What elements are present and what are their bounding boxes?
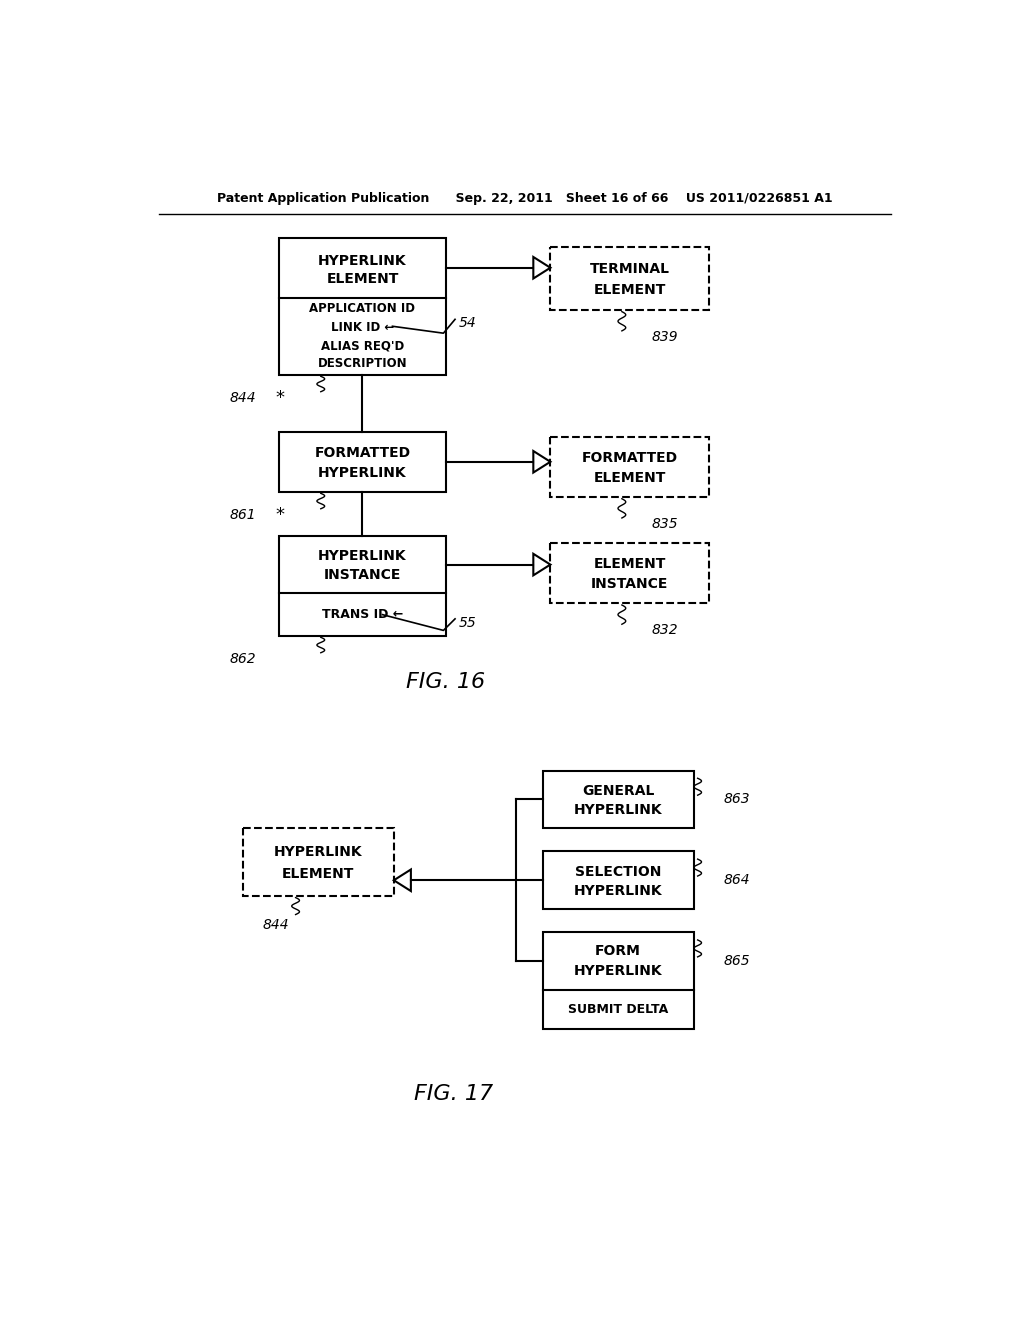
Text: ELEMENT: ELEMENT — [594, 557, 666, 572]
Text: SELECTION: SELECTION — [575, 865, 662, 879]
Text: TRANS ID ←: TRANS ID ← — [322, 609, 403, 622]
Text: INSTANCE: INSTANCE — [324, 568, 401, 582]
Text: HYPERLINK: HYPERLINK — [573, 964, 663, 978]
Text: FIG. 17: FIG. 17 — [414, 1084, 494, 1104]
Bar — [550, 247, 710, 310]
Text: 835: 835 — [651, 517, 678, 531]
Text: 844: 844 — [262, 919, 289, 932]
Text: HYPERLINK: HYPERLINK — [274, 845, 362, 859]
Text: ELEMENT: ELEMENT — [594, 471, 666, 484]
Text: 54: 54 — [459, 317, 477, 330]
Text: HYPERLINK: HYPERLINK — [318, 466, 407, 479]
Text: *: * — [275, 389, 285, 407]
Text: 839: 839 — [651, 330, 678, 345]
Text: APPLICATION ID: APPLICATION ID — [309, 302, 416, 315]
Text: 832: 832 — [651, 623, 678, 638]
Bar — [280, 536, 445, 636]
Bar — [543, 932, 693, 1028]
Text: FORM: FORM — [595, 944, 641, 958]
Text: 863: 863 — [723, 792, 750, 807]
Text: TERMINAL: TERMINAL — [590, 263, 670, 276]
Bar — [543, 851, 693, 909]
Text: LINK ID ←: LINK ID ← — [331, 321, 394, 334]
Text: HYPERLINK: HYPERLINK — [318, 549, 407, 562]
Text: ELEMENT: ELEMENT — [327, 272, 398, 285]
Text: INSTANCE: INSTANCE — [591, 577, 669, 591]
Text: DESCRIPTION: DESCRIPTION — [317, 358, 408, 371]
Bar — [280, 238, 445, 375]
Bar — [243, 829, 394, 896]
Bar — [550, 544, 710, 603]
Text: Patent Application Publication      Sep. 22, 2011   Sheet 16 of 66    US 2011/02: Patent Application Publication Sep. 22, … — [217, 191, 833, 205]
Text: 55: 55 — [459, 615, 477, 630]
Bar — [280, 432, 445, 492]
Text: 865: 865 — [723, 954, 750, 968]
Text: HYPERLINK: HYPERLINK — [573, 883, 663, 898]
Text: 864: 864 — [723, 874, 750, 887]
Text: 844: 844 — [229, 391, 256, 405]
Text: ELEMENT: ELEMENT — [282, 867, 354, 882]
Text: SUBMIT DELTA: SUBMIT DELTA — [568, 1003, 669, 1016]
Text: *: * — [275, 506, 285, 524]
Text: ELEMENT: ELEMENT — [594, 282, 666, 297]
Text: FORMATTED: FORMATTED — [582, 451, 678, 465]
Bar — [543, 771, 693, 829]
Text: FIG. 16: FIG. 16 — [407, 672, 485, 692]
Text: FORMATTED: FORMATTED — [314, 446, 411, 459]
Text: HYPERLINK: HYPERLINK — [318, 253, 407, 268]
Text: GENERAL: GENERAL — [582, 784, 654, 797]
Text: ALIAS REQ'D: ALIAS REQ'D — [321, 339, 404, 352]
Text: 862: 862 — [229, 652, 256, 665]
Text: HYPERLINK: HYPERLINK — [573, 803, 663, 817]
Text: 861: 861 — [229, 508, 256, 521]
Bar — [550, 437, 710, 498]
